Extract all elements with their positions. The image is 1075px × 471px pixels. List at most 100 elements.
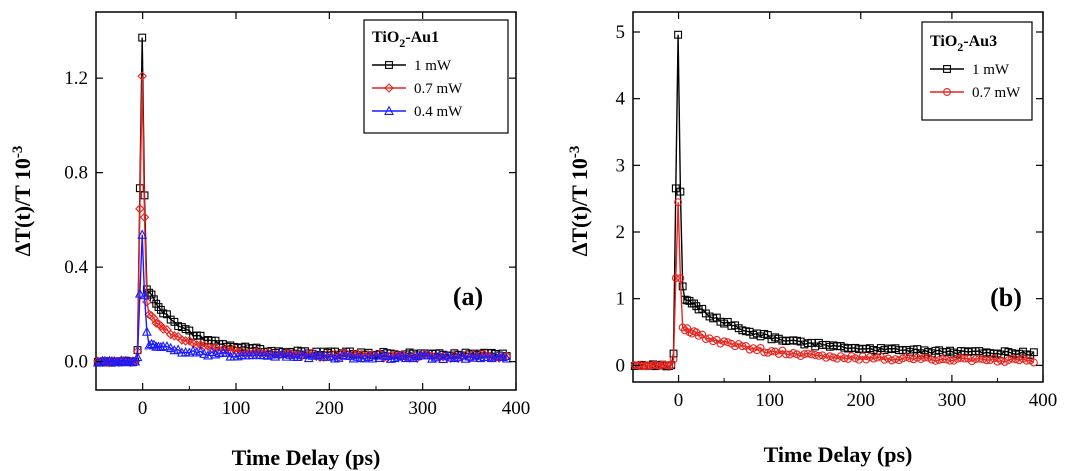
data-point — [789, 349, 798, 357]
legend-b: TiO2-Au3 1 mW 0.7 mW — [921, 21, 1033, 121]
data-point — [104, 355, 115, 365]
data-point — [303, 352, 314, 363]
data-point — [165, 342, 176, 353]
data-point — [1004, 356, 1013, 365]
data-point — [120, 355, 131, 365]
data-point — [210, 343, 221, 353]
legend-title-a: TiO2-Au1 — [372, 29, 439, 50]
x-axis-label-b: Time Delay (ps) — [764, 442, 913, 467]
data-point — [218, 344, 228, 355]
data-point — [873, 353, 882, 362]
data-point — [277, 348, 288, 358]
data-point — [460, 353, 471, 363]
data-point — [300, 349, 310, 359]
y-axis-label-a-exp: -3 — [10, 146, 26, 159]
data-point — [1029, 348, 1038, 357]
legend-marker — [943, 88, 951, 96]
legend-label: 1 mW — [414, 58, 452, 74]
data-point — [386, 353, 396, 363]
data-point — [674, 30, 683, 39]
x-tick-label: 300 — [938, 390, 967, 411]
panel-a: 0 100 200 300 400 0.0 0.4 0.8 1.2 Time Delay (ps… — [10, 11, 530, 470]
y-tick-label: 0 — [616, 355, 626, 376]
data-point — [232, 351, 243, 361]
data-point — [468, 352, 478, 362]
data-point — [210, 349, 221, 359]
data-point — [281, 351, 292, 361]
data-point — [151, 318, 161, 328]
data-point — [195, 345, 206, 356]
data-point — [363, 350, 374, 360]
data-point — [139, 289, 150, 300]
data-point — [471, 350, 482, 360]
y-tick-label: 2 — [616, 222, 626, 243]
data-point — [139, 212, 150, 222]
data-point — [184, 347, 195, 357]
data-point — [807, 350, 816, 359]
data-point — [158, 324, 168, 334]
data-point — [946, 356, 955, 365]
data-point — [680, 326, 689, 335]
data-point — [763, 348, 772, 357]
data-point — [975, 354, 984, 363]
data-point — [676, 274, 685, 283]
x-tick-label: 0 — [674, 390, 684, 411]
data-point — [130, 356, 141, 366]
data-point — [825, 352, 834, 361]
data-point — [430, 352, 441, 362]
data-point — [1029, 358, 1038, 367]
data-point — [389, 352, 400, 363]
data-point — [453, 351, 464, 362]
y-axis-label-b-main: ΔT(t)/T 10 — [567, 158, 592, 256]
y-axis-label-a: ΔT(t)/T 10-3 — [10, 146, 35, 257]
data-point — [427, 353, 437, 363]
data-point — [149, 295, 158, 304]
data-point — [760, 348, 769, 357]
data-point — [687, 329, 696, 338]
data-point — [669, 355, 678, 364]
data-point — [134, 288, 145, 298]
y-axis-label-b-exp: -3 — [567, 146, 583, 159]
data-point — [767, 347, 776, 355]
data-point — [146, 338, 157, 349]
data-point — [986, 356, 995, 364]
data-point — [851, 354, 860, 363]
data-point — [803, 349, 812, 358]
data-point — [344, 350, 355, 360]
data-point — [442, 350, 452, 360]
data-point — [869, 354, 878, 363]
y-tick-label: 1 — [616, 289, 626, 310]
legend-marker — [385, 61, 393, 69]
legend-label: 1 mW — [972, 62, 1010, 78]
legend-label: 0.7 mW — [972, 85, 1021, 101]
x-axis-label-a: Time Delay (ps) — [232, 445, 381, 470]
legend-label: 0.7 mW — [414, 81, 463, 97]
data-point — [895, 356, 903, 365]
x-tick-label: 100 — [222, 398, 251, 419]
data-point — [814, 351, 823, 360]
data-point — [694, 331, 703, 340]
data-point — [397, 350, 408, 360]
data-point — [135, 204, 145, 214]
x-tick-label: 200 — [847, 390, 876, 411]
y-axis-label-b: ΔT(t)/T 10-3 — [567, 146, 592, 257]
data-point — [723, 338, 732, 347]
data-point — [829, 353, 838, 362]
data-point — [162, 341, 172, 351]
data-point — [678, 282, 687, 291]
data-point — [1008, 354, 1016, 363]
data-point — [1000, 358, 1009, 366]
data-point — [738, 342, 747, 351]
data-point — [285, 349, 296, 359]
legend-title-b: TiO2-Au3 — [930, 33, 997, 54]
data-point — [109, 356, 120, 366]
legend-marker — [943, 65, 951, 73]
data-point — [960, 354, 969, 363]
x-tick-label: 300 — [408, 398, 437, 419]
data-point — [137, 229, 148, 239]
data-point — [920, 353, 929, 362]
legend-a: TiO2-Au1 1 mW 0.7 mW 0.4 mW — [363, 19, 509, 134]
data-point — [173, 344, 184, 354]
data-point — [322, 349, 333, 359]
